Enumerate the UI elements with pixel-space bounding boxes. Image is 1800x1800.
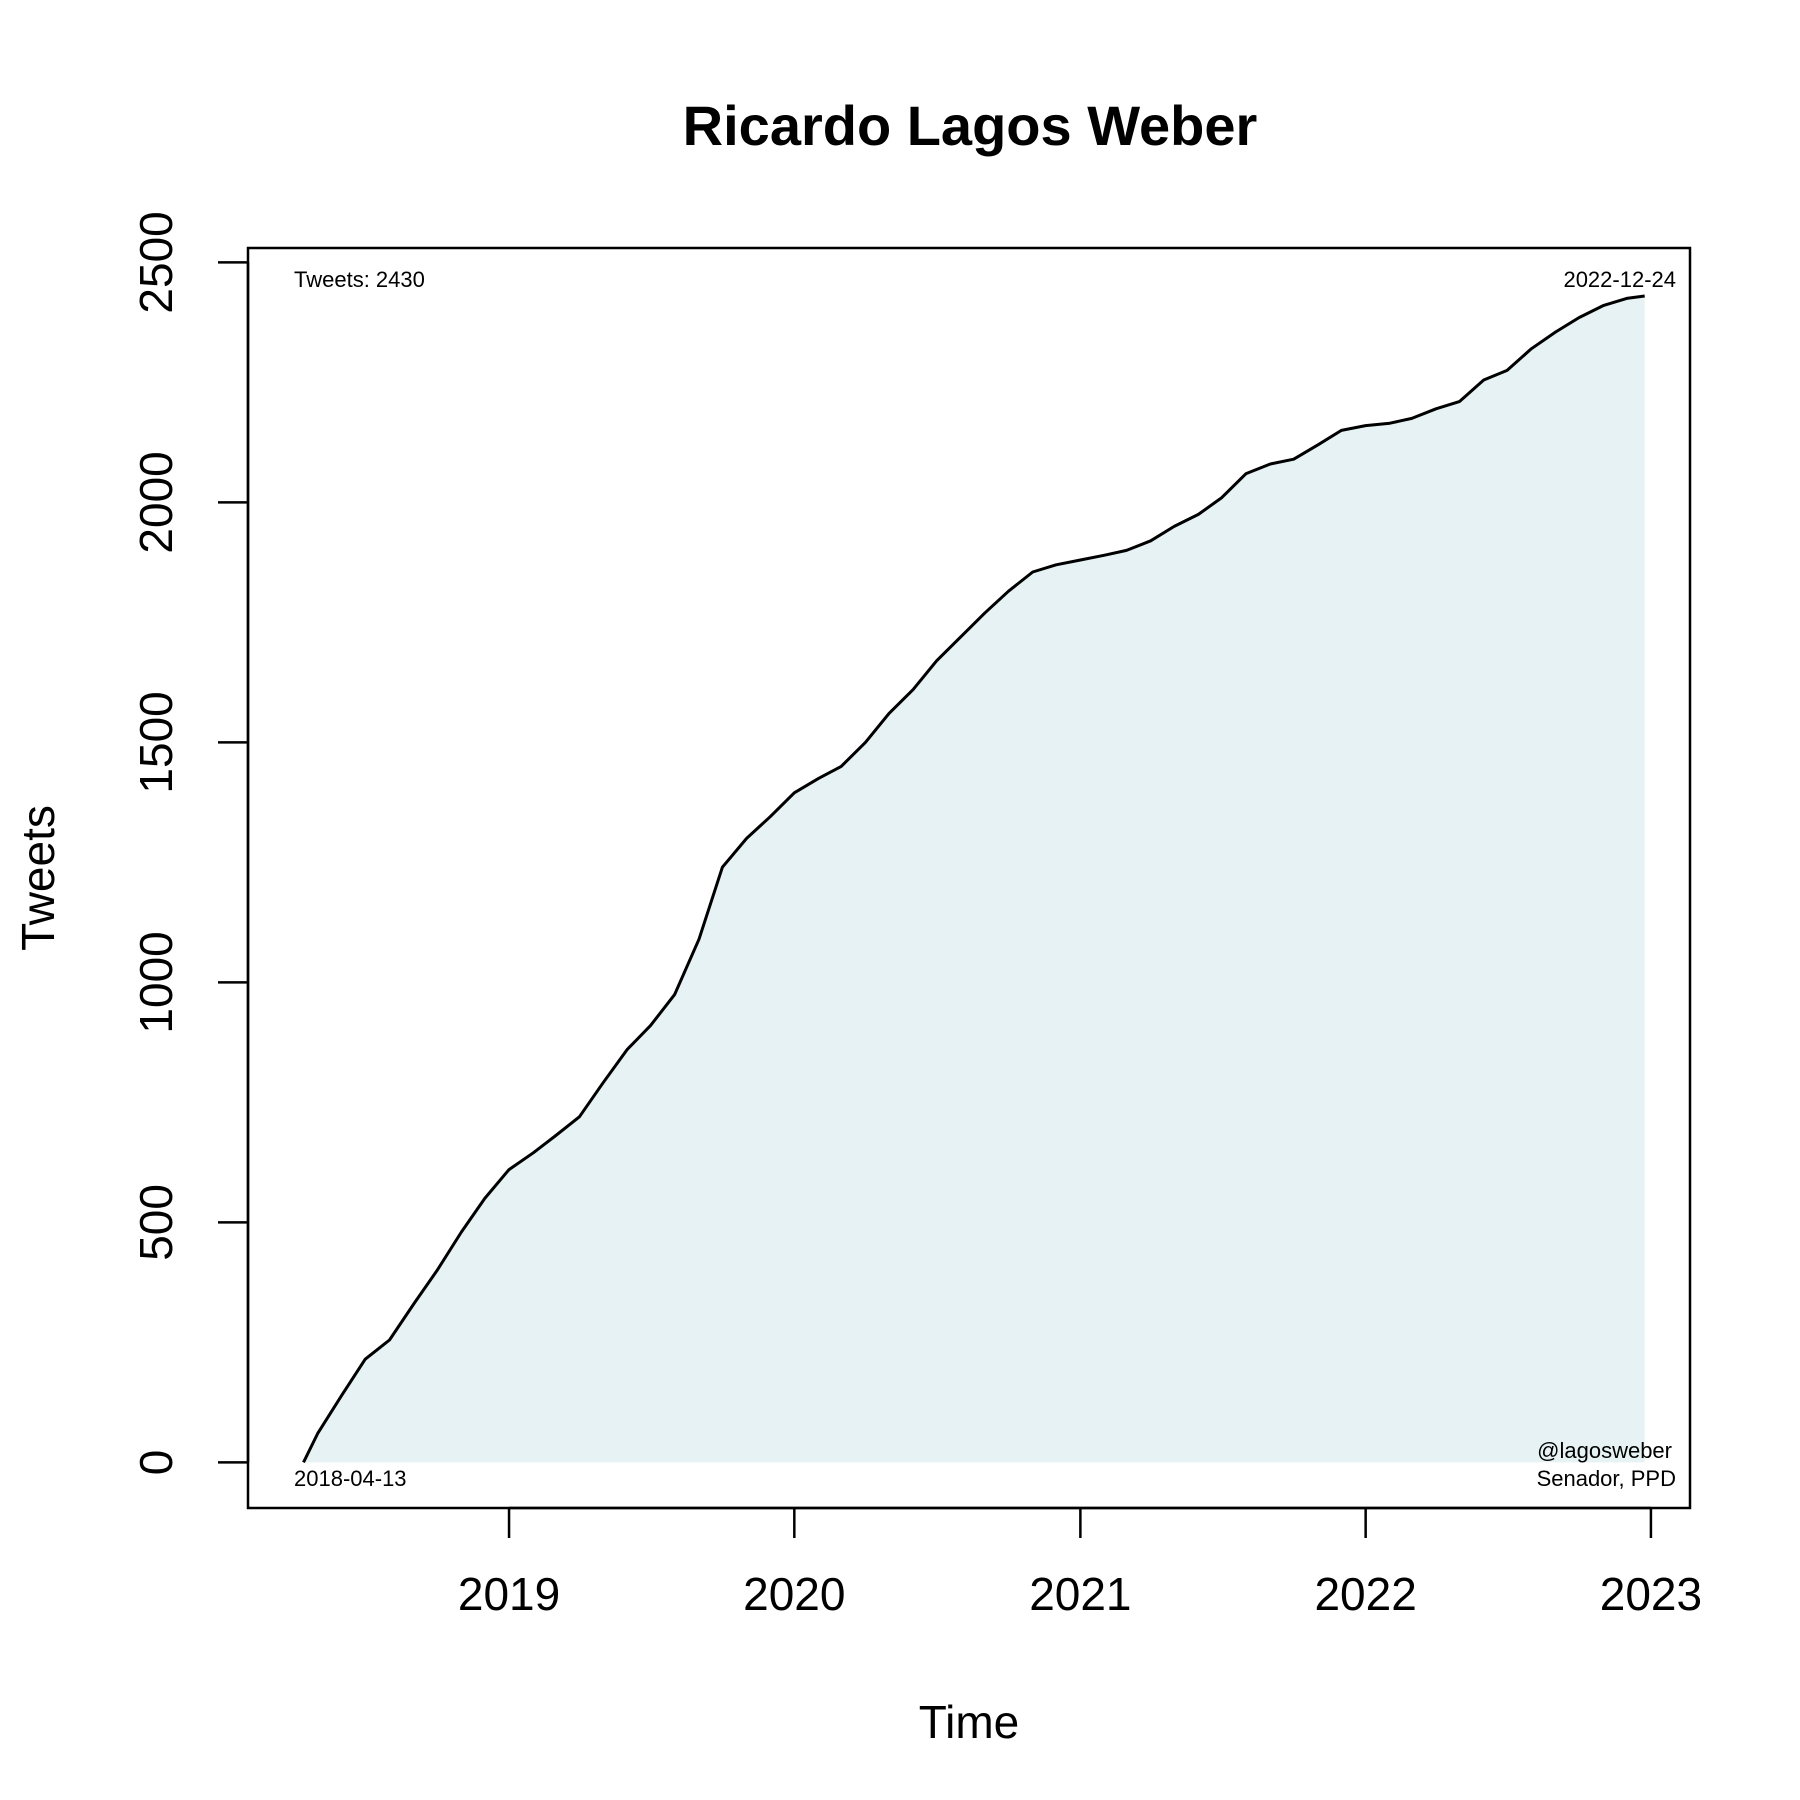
y-tick-label: 1500	[130, 691, 182, 793]
annotation-start-date: 2018-04-13	[294, 1466, 407, 1491]
y-tick-label: 2000	[130, 451, 182, 553]
area-fill	[303, 296, 1645, 1463]
annotation-party: Senador, PPD	[1537, 1466, 1676, 1491]
y-tick-label: 500	[130, 1184, 182, 1261]
x-tick-label: 2019	[458, 1568, 560, 1620]
x-axis: 2019 2020 2021 2022 2023	[458, 1506, 1702, 1620]
annotation-tweet-count: Tweets: 2430	[294, 267, 425, 292]
x-tick-label: 2020	[743, 1568, 845, 1620]
x-axis-label: Time	[919, 1696, 1020, 1748]
y-tick-label: 1000	[130, 931, 182, 1033]
y-axis: 0 500 1000 1500 2000 2500	[130, 211, 250, 1476]
x-tick-label: 2021	[1029, 1568, 1131, 1620]
series-line	[302, 294, 1645, 1464]
y-tick-label: 2500	[130, 211, 182, 313]
y-axis-label: Tweets	[12, 805, 64, 951]
x-tick-label: 2023	[1600, 1568, 1702, 1620]
y-tick-label: 0	[130, 1450, 182, 1476]
annotation-end-date: 2022-12-24	[1563, 267, 1676, 292]
x-tick-label: 2022	[1314, 1568, 1416, 1620]
chart-title: Ricardo Lagos Weber	[683, 94, 1258, 157]
annotation-handle: @lagosweber	[1537, 1438, 1672, 1463]
plot-area	[246, 246, 1692, 1510]
